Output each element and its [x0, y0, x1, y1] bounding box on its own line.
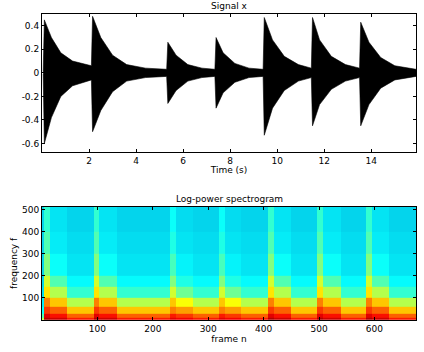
- svg-text:Signal x: Signal x: [211, 1, 248, 11]
- svg-text:frame n: frame n: [211, 334, 246, 344]
- svg-text:300: 300: [22, 249, 39, 259]
- svg-text:300: 300: [200, 324, 217, 334]
- svg-text:0: 0: [33, 68, 39, 78]
- svg-text:12: 12: [319, 156, 330, 166]
- svg-text:Time (s): Time (s): [210, 166, 248, 176]
- svg-text:-0.4: -0.4: [22, 115, 40, 125]
- svg-text:500: 500: [22, 205, 39, 215]
- svg-text:500: 500: [310, 324, 327, 334]
- svg-text:100: 100: [22, 293, 39, 303]
- svg-text:frequency f: frequency f: [9, 237, 19, 289]
- svg-text:14: 14: [366, 156, 378, 166]
- svg-text:0.4: 0.4: [25, 21, 40, 31]
- svg-text:4: 4: [133, 156, 139, 166]
- svg-text:600: 600: [366, 324, 383, 334]
- svg-text:-0.2: -0.2: [22, 92, 40, 102]
- svg-text:400: 400: [22, 227, 39, 237]
- svg-text:0.2: 0.2: [25, 44, 39, 54]
- svg-text:Log-power spectrogram: Log-power spectrogram: [176, 194, 283, 204]
- svg-text:200: 200: [22, 271, 39, 281]
- svg-text:200: 200: [144, 324, 161, 334]
- svg-text:6: 6: [180, 156, 186, 166]
- svg-text:100: 100: [89, 324, 106, 334]
- svg-text:10: 10: [271, 156, 283, 166]
- svg-text:8: 8: [227, 156, 233, 166]
- svg-text:-0.6: -0.6: [22, 139, 40, 149]
- svg-text:2: 2: [86, 156, 92, 166]
- svg-text:400: 400: [255, 324, 272, 334]
